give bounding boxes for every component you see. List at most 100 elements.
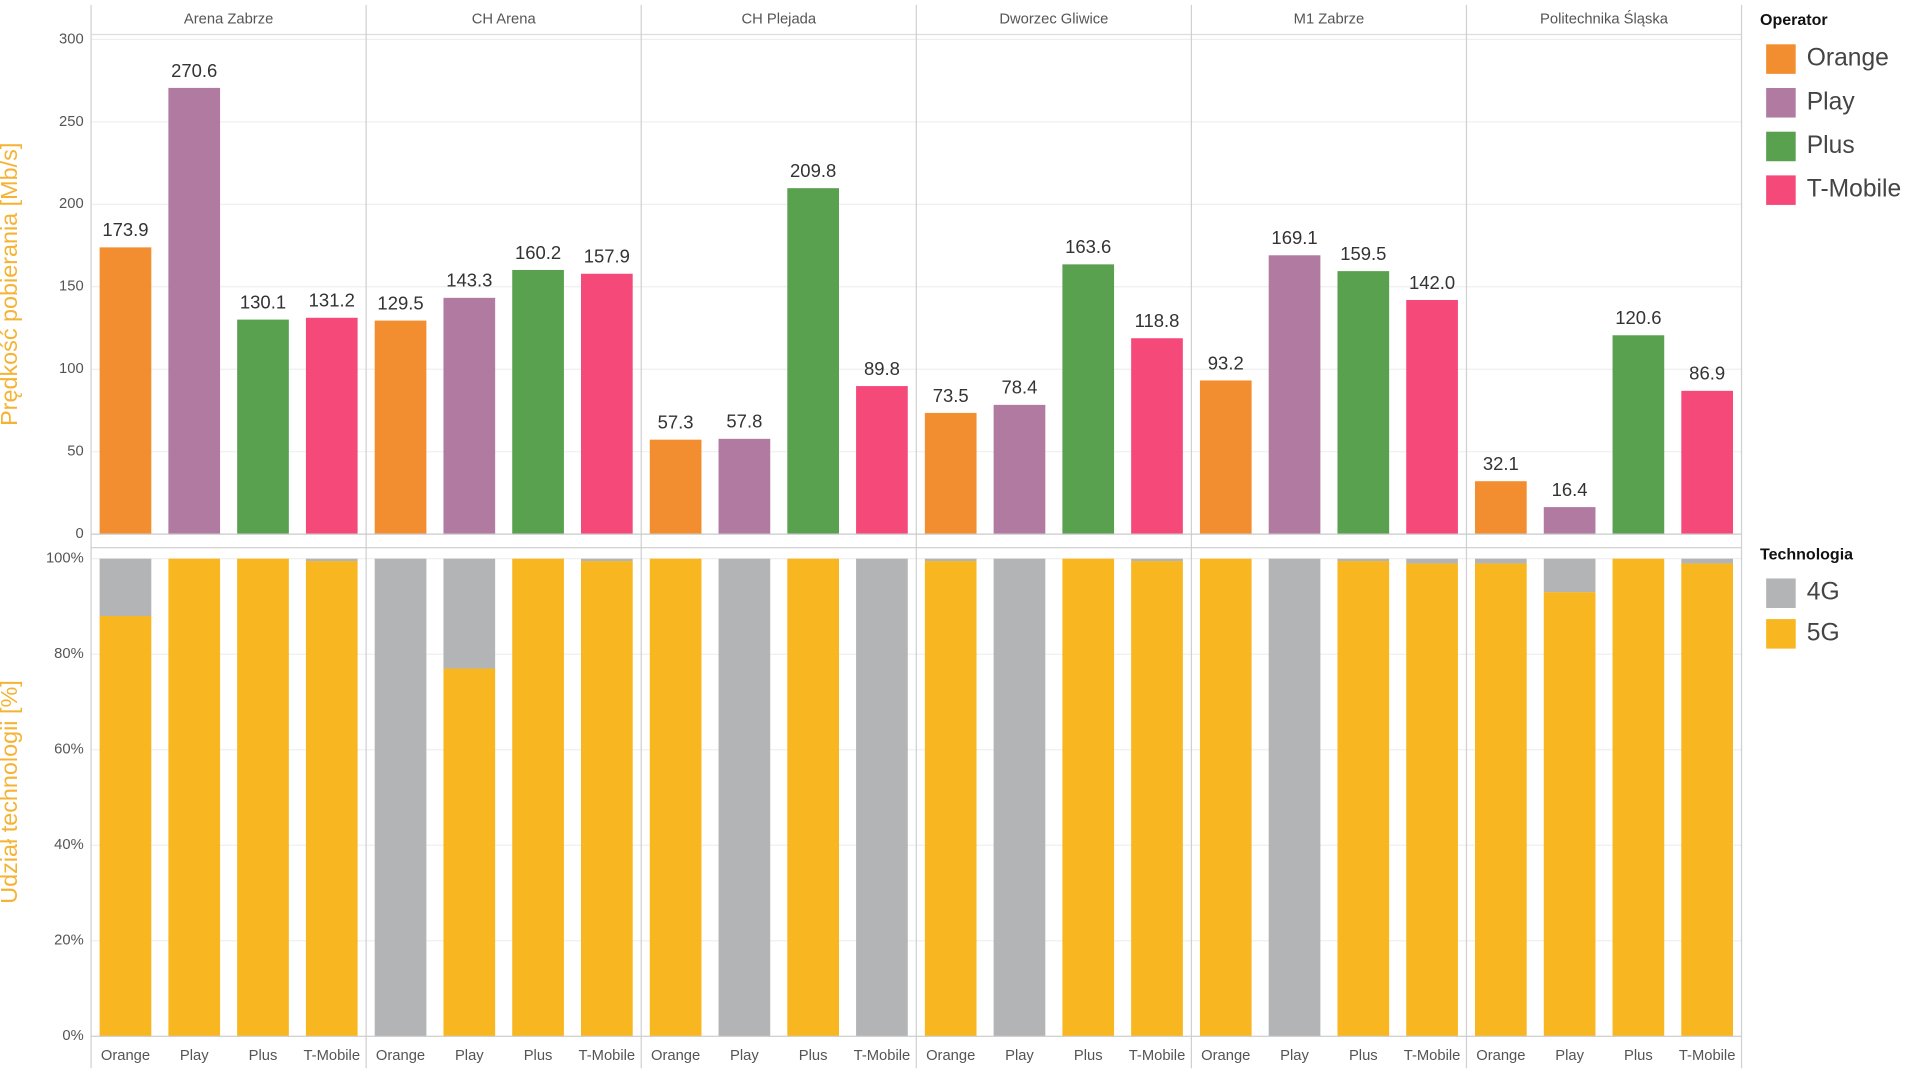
bar <box>512 269 564 535</box>
bar-segment <box>1337 561 1390 1037</box>
bar-segment <box>374 558 427 1037</box>
bar-segment <box>1062 558 1115 1037</box>
y-tick-label: 0 <box>75 526 83 542</box>
bar <box>305 317 358 535</box>
bar-segment <box>1681 563 1733 1037</box>
value-label: 120.6 <box>1615 307 1661 328</box>
bar <box>1406 299 1458 535</box>
bar-segment <box>1543 558 1596 593</box>
bar <box>1681 390 1733 535</box>
value-label: 32.1 <box>1483 453 1519 474</box>
bar <box>924 412 977 535</box>
bar-segment <box>305 558 358 562</box>
bar <box>1062 264 1115 535</box>
x-tick-label: T-Mobile <box>1129 1048 1186 1064</box>
value-label: 118.8 <box>1135 310 1180 331</box>
panel-title: Politechnika Śląska <box>1540 10 1669 28</box>
x-tick-label: Orange <box>651 1048 700 1064</box>
bar-segment <box>512 558 564 1037</box>
x-tick-label: Plus <box>1349 1048 1378 1064</box>
bar <box>787 188 839 535</box>
y-tick-label: 200 <box>59 196 84 212</box>
value-label: 209.8 <box>790 160 836 181</box>
bar-segment <box>1475 558 1527 564</box>
y-tick-label: 300 <box>59 31 84 47</box>
legend-swatch <box>1766 44 1796 74</box>
legend-label: T-Mobile <box>1807 176 1901 203</box>
y-tick-label: 100% <box>46 551 84 567</box>
bar <box>649 439 702 535</box>
value-label: 78.4 <box>1002 377 1038 398</box>
x-tick-label: Orange <box>1201 1048 1250 1064</box>
legend-label: 4G <box>1807 579 1840 606</box>
value-label: 86.9 <box>1689 363 1725 384</box>
x-tick-label: T-Mobile <box>854 1048 911 1064</box>
legend-swatch <box>1766 131 1796 162</box>
value-label: 89.8 <box>864 358 900 379</box>
x-tick-label: Orange <box>101 1048 150 1064</box>
legend-label: Play <box>1807 88 1856 115</box>
bar-segment <box>581 558 633 562</box>
value-label: 142.0 <box>1409 272 1455 293</box>
panel-title: CH Arena <box>472 12 537 28</box>
bar-segment <box>99 558 152 616</box>
bar <box>168 87 221 535</box>
legend-title: Technologia <box>1760 546 1853 563</box>
x-tick-label: Play <box>1555 1048 1584 1064</box>
bar-segment <box>1681 558 1733 564</box>
bar-segment <box>718 558 771 1037</box>
legend-label: Orange <box>1807 45 1889 72</box>
bar-segment <box>924 558 977 562</box>
y-axis-label: Udział technologii [%] <box>0 680 22 903</box>
x-tick-label: Plus <box>249 1048 278 1064</box>
value-label: 270.6 <box>171 60 217 81</box>
bar <box>237 319 289 535</box>
bar <box>718 438 771 535</box>
legend-swatch <box>1766 578 1796 608</box>
bar-segment <box>168 558 221 1037</box>
y-tick-label: 80% <box>54 646 84 662</box>
bar-segment <box>649 558 702 1037</box>
bar <box>1131 338 1183 535</box>
legend-swatch <box>1766 88 1796 118</box>
panel-title: Arena Zabrze <box>184 12 273 28</box>
panel-title: Dworzec Gliwice <box>999 12 1108 28</box>
bar-segment <box>1612 558 1665 1037</box>
bar-segment <box>305 561 358 1037</box>
value-label: 169.1 <box>1271 227 1317 248</box>
value-label: 159.5 <box>1340 243 1386 264</box>
bar-segment <box>1406 558 1458 564</box>
bar <box>993 404 1046 535</box>
x-tick-label: Play <box>180 1048 209 1064</box>
x-tick-label: T-Mobile <box>579 1048 636 1064</box>
y-tick-label: 50 <box>67 444 83 460</box>
bar-segment <box>924 561 977 1037</box>
legend-swatch <box>1766 175 1796 205</box>
bar-segment <box>581 561 633 1037</box>
bar-segment <box>1475 563 1527 1037</box>
value-label: 131.2 <box>309 290 355 311</box>
bar-segment <box>443 558 496 669</box>
bar-segment <box>1131 558 1183 562</box>
bar-segment <box>1268 558 1321 1037</box>
y-tick-label: 0% <box>62 1028 83 1044</box>
legend-label: 5G <box>1807 619 1840 646</box>
x-tick-label: T-Mobile <box>303 1048 360 1064</box>
value-label: 57.3 <box>658 412 694 433</box>
value-label: 129.5 <box>377 292 423 313</box>
y-tick-label: 150 <box>59 279 84 295</box>
y-tick-label: 40% <box>54 837 84 853</box>
bar-segment <box>1337 558 1390 562</box>
value-label: 130.1 <box>240 291 286 312</box>
x-tick-label: Orange <box>926 1048 975 1064</box>
bar-segment <box>787 558 839 1037</box>
y-axis-label: Prędkość pobierania [Mb/s] <box>0 143 22 426</box>
bar-segment <box>99 615 152 1037</box>
x-tick-label: Play <box>1005 1048 1034 1064</box>
legend-label: Plus <box>1807 132 1855 159</box>
bar-segment <box>856 558 908 1037</box>
bar <box>1543 507 1596 535</box>
panel-title: M1 Zabrze <box>1294 12 1365 28</box>
